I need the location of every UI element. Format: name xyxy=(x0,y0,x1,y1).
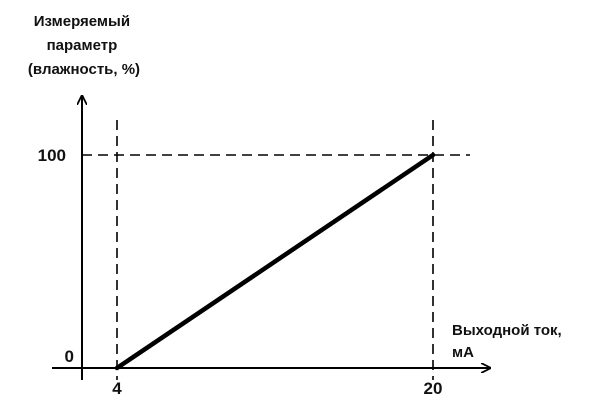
y-tick-label-100: 100 xyxy=(38,146,66,165)
series-line xyxy=(114,152,436,371)
x-axis-label-line-2: мА xyxy=(452,344,474,361)
x-tick-label-20: 20 xyxy=(424,379,443,398)
y-tick-label-0: 0 xyxy=(65,347,74,366)
y-axis-label: Измеряемый параметр (влажность, %) xyxy=(28,13,140,78)
x-axis-label-line-1: Выходной ток, xyxy=(452,322,562,339)
y-axis-label-line-1: Измеряемый xyxy=(34,13,130,30)
x-axis-label: Выходной ток, мА xyxy=(452,322,566,361)
x-tick-label-4: 4 xyxy=(112,379,122,398)
y-axis-label-line-3: (влажность, %) xyxy=(28,61,140,78)
y-axis-label-line-2: параметр xyxy=(47,37,118,54)
